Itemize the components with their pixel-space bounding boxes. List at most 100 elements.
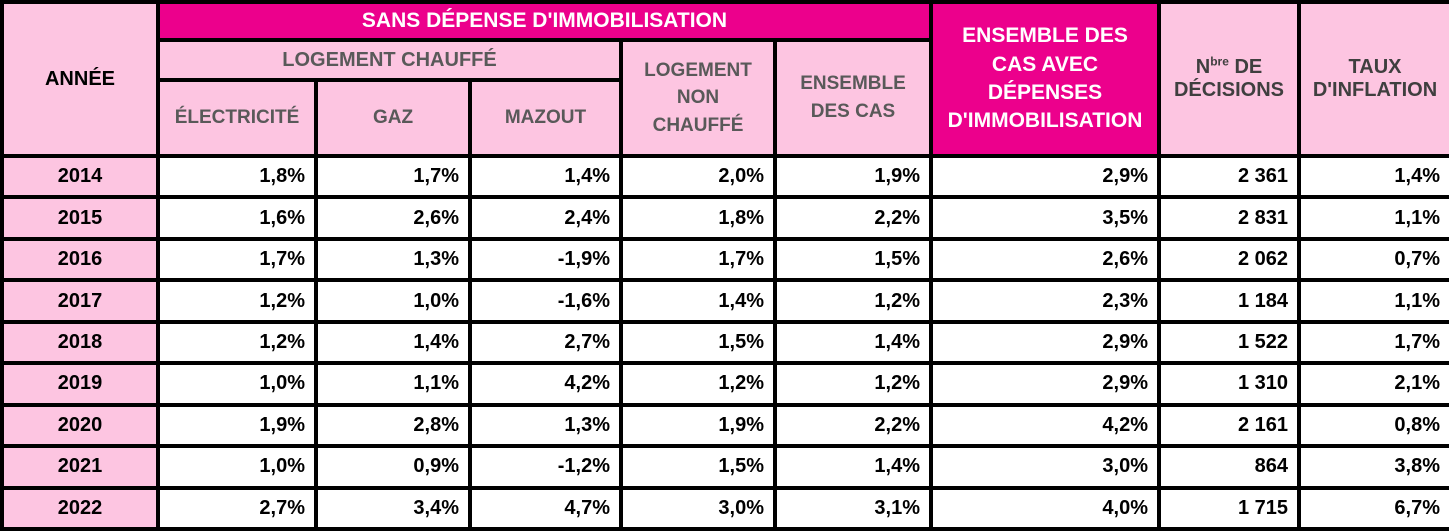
- value-cell: 1,6%: [156, 195, 318, 241]
- table-row: 2017 1,2% 1,0% -1,6% 1,4% 1,2% 2,3% 1 184 1,1%: [0, 278, 1449, 324]
- value-cell: 1,0%: [156, 444, 318, 490]
- value-cell: 3,0%: [619, 485, 777, 531]
- column-header-gaz: GAZ: [314, 78, 472, 158]
- value-cell: 1,3%: [314, 236, 472, 283]
- value-cell: 1,8%: [156, 153, 318, 200]
- value-cell: 1 522: [1157, 319, 1301, 366]
- value-cell: -1,9%: [468, 236, 623, 283]
- value-cell: 2,0%: [619, 153, 777, 200]
- value-cell: 4,2%: [929, 402, 1161, 449]
- value-cell: 1,5%: [773, 236, 933, 283]
- nbre-suffix: DE DÉCISIONS: [1173, 56, 1285, 101]
- header-row-1: ANNÉE SANS DÉPENSE D'IMMOBILISATION ENSE…: [0, 0, 1449, 158]
- column-header-ensemble-des-cas: ENSEMBLE DES CAS: [773, 38, 933, 158]
- value-cell: 1,4%: [773, 444, 933, 490]
- value-cell: 6,7%: [1297, 485, 1449, 531]
- value-cell: -1,6%: [468, 278, 623, 324]
- value-cell: 1,5%: [619, 444, 777, 490]
- value-cell: 1,7%: [1297, 319, 1449, 366]
- table-row: 2016 1,7% 1,3% -1,9% 1,7% 1,5% 2,6% 2 062 0,7%: [0, 236, 1449, 283]
- table-row: 2022 2,7% 3,4% 4,7% 3,0% 3,1% 4,0% 1 715 6,7%: [0, 485, 1449, 531]
- value-cell: 2 361: [1157, 153, 1301, 200]
- value-cell: 1,4%: [314, 319, 472, 366]
- column-group-sans-depense: SANS DÉPENSE D'IMMOBILISATION: [156, 0, 933, 42]
- value-cell: 2,6%: [314, 195, 472, 241]
- value-cell: 1,3%: [468, 402, 623, 449]
- year-cell: 2021: [0, 444, 160, 490]
- value-cell: 1,4%: [468, 153, 623, 200]
- value-cell: 1,5%: [619, 319, 777, 366]
- value-cell: 1,0%: [314, 278, 472, 324]
- value-cell: 1,1%: [1297, 278, 1449, 324]
- value-cell: 1,7%: [156, 236, 318, 283]
- column-header-logement-non-chauffe: LOGEMENT NON CHAUFFÉ: [619, 38, 777, 158]
- value-cell: 2,2%: [773, 402, 933, 449]
- value-cell: 3,4%: [314, 485, 472, 531]
- table-row: 2020 1,9% 2,8% 1,3% 1,9% 2,2% 4,2% 2 161 0,8%: [0, 402, 1449, 449]
- table-row: 2014 1,8% 1,7% 1,4% 2,0% 1,9% 2,9% 2 361 1,4%: [0, 153, 1449, 200]
- column-header-nbre-decisions: Nbre DE DÉCISIONS: [1157, 0, 1301, 158]
- table-body: 2014 1,8% 1,7% 1,4% 2,0% 1,9% 2,9% 2 361 1,4% 201…: [0, 153, 1449, 531]
- value-cell: 0,8%: [1297, 402, 1449, 449]
- value-cell: 3,5%: [929, 195, 1161, 241]
- value-cell: 4,7%: [468, 485, 623, 531]
- column-header-annee: ANNÉE: [0, 0, 160, 158]
- year-cell: 2016: [0, 236, 160, 283]
- year-cell: 2017: [0, 278, 160, 324]
- value-cell: 864: [1157, 444, 1301, 490]
- value-cell: 1,4%: [1297, 153, 1449, 200]
- value-cell: 2,4%: [468, 195, 623, 241]
- year-cell: 2014: [0, 153, 160, 200]
- value-cell: -1,2%: [468, 444, 623, 490]
- value-cell: 2,9%: [929, 361, 1161, 407]
- value-cell: 1 310: [1157, 361, 1301, 407]
- table-row: 2019 1,0% 1,1% 4,2% 1,2% 1,2% 2,9% 1 310 2,1%: [0, 361, 1449, 407]
- value-cell: 1,2%: [773, 361, 933, 407]
- column-header-electricite: ÉLECTRICITÉ: [156, 78, 318, 158]
- value-cell: 2,2%: [773, 195, 933, 241]
- value-cell: 1 715: [1157, 485, 1301, 531]
- value-cell: 3,8%: [1297, 444, 1449, 490]
- value-cell: 2,1%: [1297, 361, 1449, 407]
- column-group-logement-chauffe: LOGEMENT CHAUFFÉ: [156, 38, 623, 82]
- value-cell: 2,6%: [929, 236, 1161, 283]
- value-cell: 1,4%: [773, 319, 933, 366]
- value-cell: 2 062: [1157, 236, 1301, 283]
- value-cell: 3,1%: [773, 485, 933, 531]
- table-row: 2015 1,6% 2,6% 2,4% 1,8% 2,2% 3,5% 2 831 1,1%: [0, 195, 1449, 241]
- column-header-taux-inflation: TAUX D'INFLATION: [1297, 0, 1449, 158]
- value-cell: 1,9%: [156, 402, 318, 449]
- value-cell: 2,7%: [156, 485, 318, 531]
- value-cell: 1,1%: [1297, 195, 1449, 241]
- value-cell: 2,7%: [468, 319, 623, 366]
- value-cell: 4,0%: [929, 485, 1161, 531]
- value-cell: 4,2%: [468, 361, 623, 407]
- value-cell: 0,7%: [1297, 236, 1449, 283]
- value-cell: 1 184: [1157, 278, 1301, 324]
- value-cell: 1,9%: [773, 153, 933, 200]
- value-cell: 1,7%: [314, 153, 472, 200]
- table-header: ANNÉE SANS DÉPENSE D'IMMOBILISATION ENSE…: [0, 0, 1449, 158]
- value-cell: 1,4%: [619, 278, 777, 324]
- year-cell: 2015: [0, 195, 160, 241]
- value-cell: 1,8%: [619, 195, 777, 241]
- column-header-ensemble-avec-depenses: ENSEMBLE DES CAS AVEC DÉPENSES D'IMMOBIL…: [929, 0, 1161, 158]
- year-cell: 2018: [0, 319, 160, 366]
- table-row: 2021 1,0% 0,9% -1,2% 1,5% 1,4% 3,0% 864 3,8%: [0, 444, 1449, 490]
- header-row-2: LOGEMENT CHAUFFÉ LOGEMENT NON CHAUFFÉ EN…: [2, 38, 1449, 158]
- nbre-superscript: bre: [1210, 54, 1229, 69]
- value-cell: 1,2%: [156, 319, 318, 366]
- nbre-prefix: N: [1195, 56, 1211, 78]
- year-cell: 2019: [0, 361, 160, 407]
- value-cell: 2,9%: [929, 153, 1161, 200]
- value-cell: 2,9%: [929, 319, 1161, 366]
- table-row: 2018 1,2% 1,4% 2,7% 1,5% 1,4% 2,9% 1 522 1,7%: [0, 319, 1449, 366]
- value-cell: 1,2%: [773, 278, 933, 324]
- value-cell: 1,1%: [314, 361, 472, 407]
- value-cell: 2 831: [1157, 195, 1301, 241]
- value-cell: 3,0%: [929, 444, 1161, 490]
- value-cell: 0,9%: [314, 444, 472, 490]
- value-cell: 1,7%: [619, 236, 777, 283]
- column-header-mazout: MAZOUT: [468, 78, 623, 158]
